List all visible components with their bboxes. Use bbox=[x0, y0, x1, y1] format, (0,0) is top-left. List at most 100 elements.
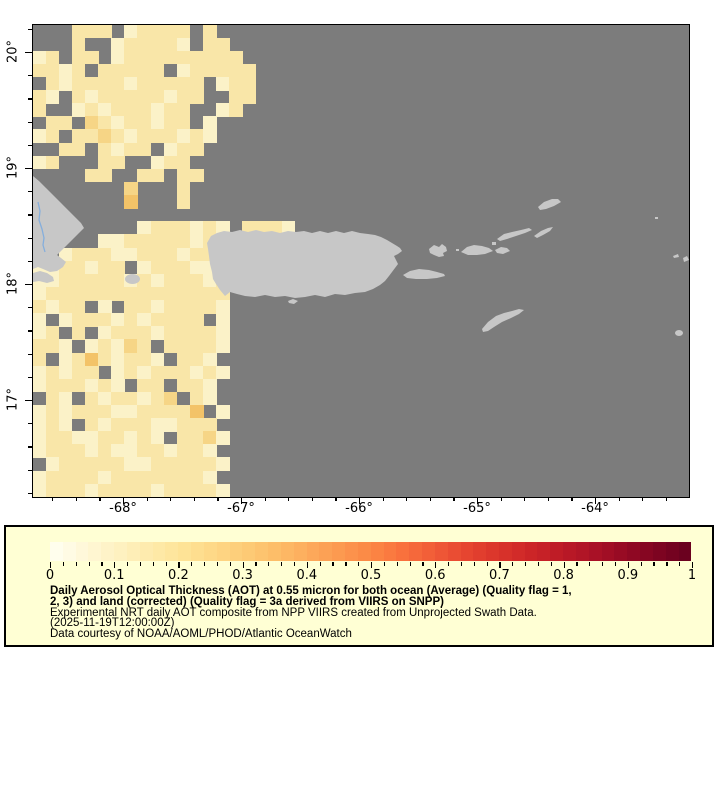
aot-data-cell bbox=[189, 444, 204, 458]
aot-data-cell bbox=[71, 444, 86, 458]
aot-data-cell bbox=[203, 63, 217, 78]
colorbar-scale-label: 0.7 bbox=[489, 568, 510, 583]
colorbar-tick bbox=[653, 562, 655, 566]
axis-tick bbox=[311, 497, 313, 501]
colorbar-segment bbox=[50, 542, 63, 561]
aot-data-cell bbox=[98, 457, 112, 472]
aot-data-cell bbox=[45, 444, 60, 458]
aot-data-cell bbox=[176, 404, 191, 419]
aot-data-cell bbox=[71, 63, 86, 78]
aot-data-cell bbox=[137, 365, 152, 380]
aot-data-cell bbox=[163, 37, 178, 52]
colorbar-tick bbox=[178, 562, 180, 568]
aot-data-cell bbox=[98, 63, 112, 78]
aot-data-cell bbox=[32, 418, 47, 432]
aot-data-cell bbox=[150, 234, 165, 249]
landmass-puerto-rico bbox=[206, 229, 402, 298]
aot-data-cell bbox=[84, 313, 99, 327]
aot-data-cell bbox=[189, 326, 204, 340]
colorbar-segment bbox=[357, 542, 371, 561]
aot-data-cell bbox=[176, 142, 191, 157]
island-sombrero bbox=[654, 216, 658, 219]
aot-data-cell bbox=[124, 247, 138, 262]
aot-data-cell bbox=[58, 470, 73, 485]
aot-data-cell bbox=[137, 37, 152, 52]
colorbar-tick bbox=[306, 562, 308, 568]
colorbar-tick bbox=[204, 562, 206, 566]
axis-tick bbox=[241, 497, 243, 504]
aot-data-cell bbox=[137, 404, 152, 419]
colorbar-tick bbox=[525, 562, 527, 566]
aot-data-cell bbox=[58, 116, 73, 130]
aot-data-cell bbox=[150, 313, 165, 327]
aot-data-cell bbox=[203, 483, 217, 497]
aot-data-cell bbox=[189, 457, 204, 472]
colorbar-segment bbox=[627, 542, 641, 561]
axis-tick bbox=[547, 497, 549, 501]
aot-data-cell bbox=[124, 63, 138, 78]
aot-data-cell bbox=[58, 391, 73, 406]
aot-data-cell bbox=[163, 155, 178, 170]
aot-data-cell bbox=[189, 404, 204, 419]
aot-data-cell bbox=[71, 483, 86, 497]
axis-tick bbox=[99, 497, 101, 501]
aot-data-cell bbox=[189, 50, 204, 65]
colorbar-tick bbox=[114, 562, 116, 568]
aot-data-cell bbox=[84, 391, 99, 406]
aot-data-cell bbox=[84, 339, 99, 353]
aot-data-cell bbox=[189, 483, 204, 497]
axis-tick bbox=[359, 497, 361, 504]
aot-data-cell bbox=[71, 431, 86, 445]
colorbar-tick bbox=[460, 562, 463, 566]
colorbar-segment bbox=[422, 542, 435, 561]
colorbar-scale-label: 0.6 bbox=[424, 568, 446, 583]
aot-data-cell bbox=[229, 63, 243, 78]
aot-data-cell bbox=[137, 221, 152, 235]
aot-data-cell bbox=[124, 313, 138, 327]
colorbar-scale-label: 0.1 bbox=[103, 568, 125, 583]
aot-data-cell bbox=[176, 286, 191, 301]
colorbar-tick bbox=[139, 562, 142, 566]
aot-data-cell bbox=[189, 339, 204, 353]
aot-data-cell bbox=[203, 221, 217, 235]
aot-data-cell bbox=[137, 273, 152, 288]
aot-data-cell bbox=[176, 431, 191, 445]
axis-tick bbox=[595, 497, 597, 504]
aot-data-cell bbox=[58, 365, 73, 380]
aot-data-cell bbox=[84, 444, 99, 458]
colorbar-tick bbox=[242, 562, 244, 568]
aot-data-cell bbox=[189, 352, 204, 367]
colorbar-tick bbox=[345, 562, 347, 566]
aot-data-cell bbox=[150, 418, 165, 432]
aot-data-cell bbox=[58, 313, 73, 327]
colorbar-tick bbox=[50, 562, 52, 568]
aot-data-cell bbox=[150, 378, 165, 393]
colorbar-segment bbox=[216, 542, 230, 561]
colorbar-segment bbox=[280, 542, 294, 561]
aot-data-cell bbox=[45, 300, 60, 314]
lat-tick-label: 19° bbox=[5, 155, 21, 180]
aot-data-cell bbox=[32, 483, 47, 497]
aot-data-cell bbox=[32, 378, 47, 393]
aot-data-cell bbox=[111, 247, 125, 262]
colorbar-segment bbox=[114, 542, 127, 561]
aot-data-cell bbox=[98, 339, 112, 353]
aot-data-cell bbox=[176, 247, 191, 262]
aot-data-cell bbox=[163, 418, 178, 432]
aot-data-cell bbox=[111, 483, 125, 497]
aot-data-cell bbox=[32, 339, 47, 353]
aot-data-cell bbox=[242, 63, 257, 78]
colorbar-segment bbox=[293, 542, 307, 561]
aot-data-cell bbox=[45, 155, 60, 170]
aot-data-cell bbox=[124, 24, 138, 39]
aot-data-cell bbox=[189, 418, 204, 432]
aot-data-cell bbox=[203, 365, 217, 380]
aot-data-cell bbox=[137, 168, 152, 183]
axis-tick bbox=[25, 400, 32, 402]
aot-data-cell bbox=[124, 195, 138, 209]
aot-data-cell bbox=[84, 457, 99, 472]
aot-data-cell bbox=[150, 90, 165, 104]
aot-data-cell bbox=[176, 418, 191, 432]
island-small-cay-1 bbox=[455, 248, 459, 251]
